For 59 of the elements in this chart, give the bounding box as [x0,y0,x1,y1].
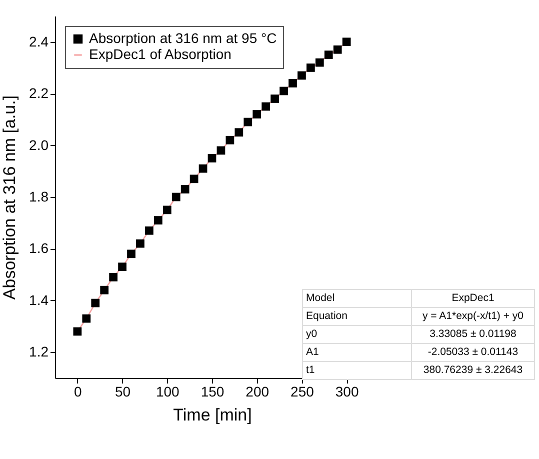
x-tick-label: 50 [114,384,131,400]
point [244,118,252,126]
y-tick-label: 1.8 [29,188,49,204]
point [216,146,226,155]
point [136,239,144,248]
point [226,136,234,144]
point [154,216,162,224]
x-axis-title: Time [min] [173,406,252,424]
point [252,110,262,118]
point [91,298,100,308]
annotation: t1 [302,362,412,380]
text: 3.33085 ± 0.01198 [412,326,534,344]
x-tick-label: 200 [246,384,270,400]
x-tick-label: 150 [200,384,224,400]
y-tick-label: 2.2 [29,85,49,102]
x-tick-label: 250 [290,384,314,400]
point [162,206,172,214]
legend-label: Absorption at 316 nm at 95 °C [89,30,277,46]
point [298,71,306,80]
y-tick-label: 1.6 [29,240,49,256]
point [109,272,118,282]
point [172,192,180,202]
annotation: y0 [302,326,412,344]
annotation: A1 [302,344,412,362]
point [270,94,279,103]
point [190,174,198,184]
point [180,185,190,194]
text: y = A1*exp(-x/t1) + y0 [412,308,534,326]
text: ExpDec1 [412,290,534,308]
point [342,38,351,46]
point [73,327,82,336]
point [288,79,297,88]
x-tick-label: 300 [335,384,359,400]
point [127,250,136,258]
point [145,226,154,235]
point [118,262,126,271]
y-tick-label: 1.2 [29,344,49,360]
point [280,86,288,96]
point [198,164,208,173]
point [262,102,270,111]
y-axis-title: Absorption at 316 nm [a.u.] [0,95,20,300]
point [208,154,216,162]
text: 380.76239 ± 3.22643 [412,362,534,380]
point [234,128,244,137]
y-tick-label: 1.4 [29,292,49,308]
x-tick-label: 100 [156,384,180,400]
y-tick-label: 2.0 [29,136,49,153]
x-tick-label: 0 [74,384,82,400]
y-tick-label: 2.4 [29,33,49,50]
point [333,45,342,54]
point [315,58,324,67]
point [100,286,109,294]
point [324,50,333,59]
legend-label: ExpDec1 of Absorption [89,46,232,62]
point [306,64,315,72]
point [82,314,91,323]
annotation: Model [302,290,412,308]
annotation: Equation [302,308,412,326]
text: -2.05033 ± 0.01143 [412,344,534,362]
